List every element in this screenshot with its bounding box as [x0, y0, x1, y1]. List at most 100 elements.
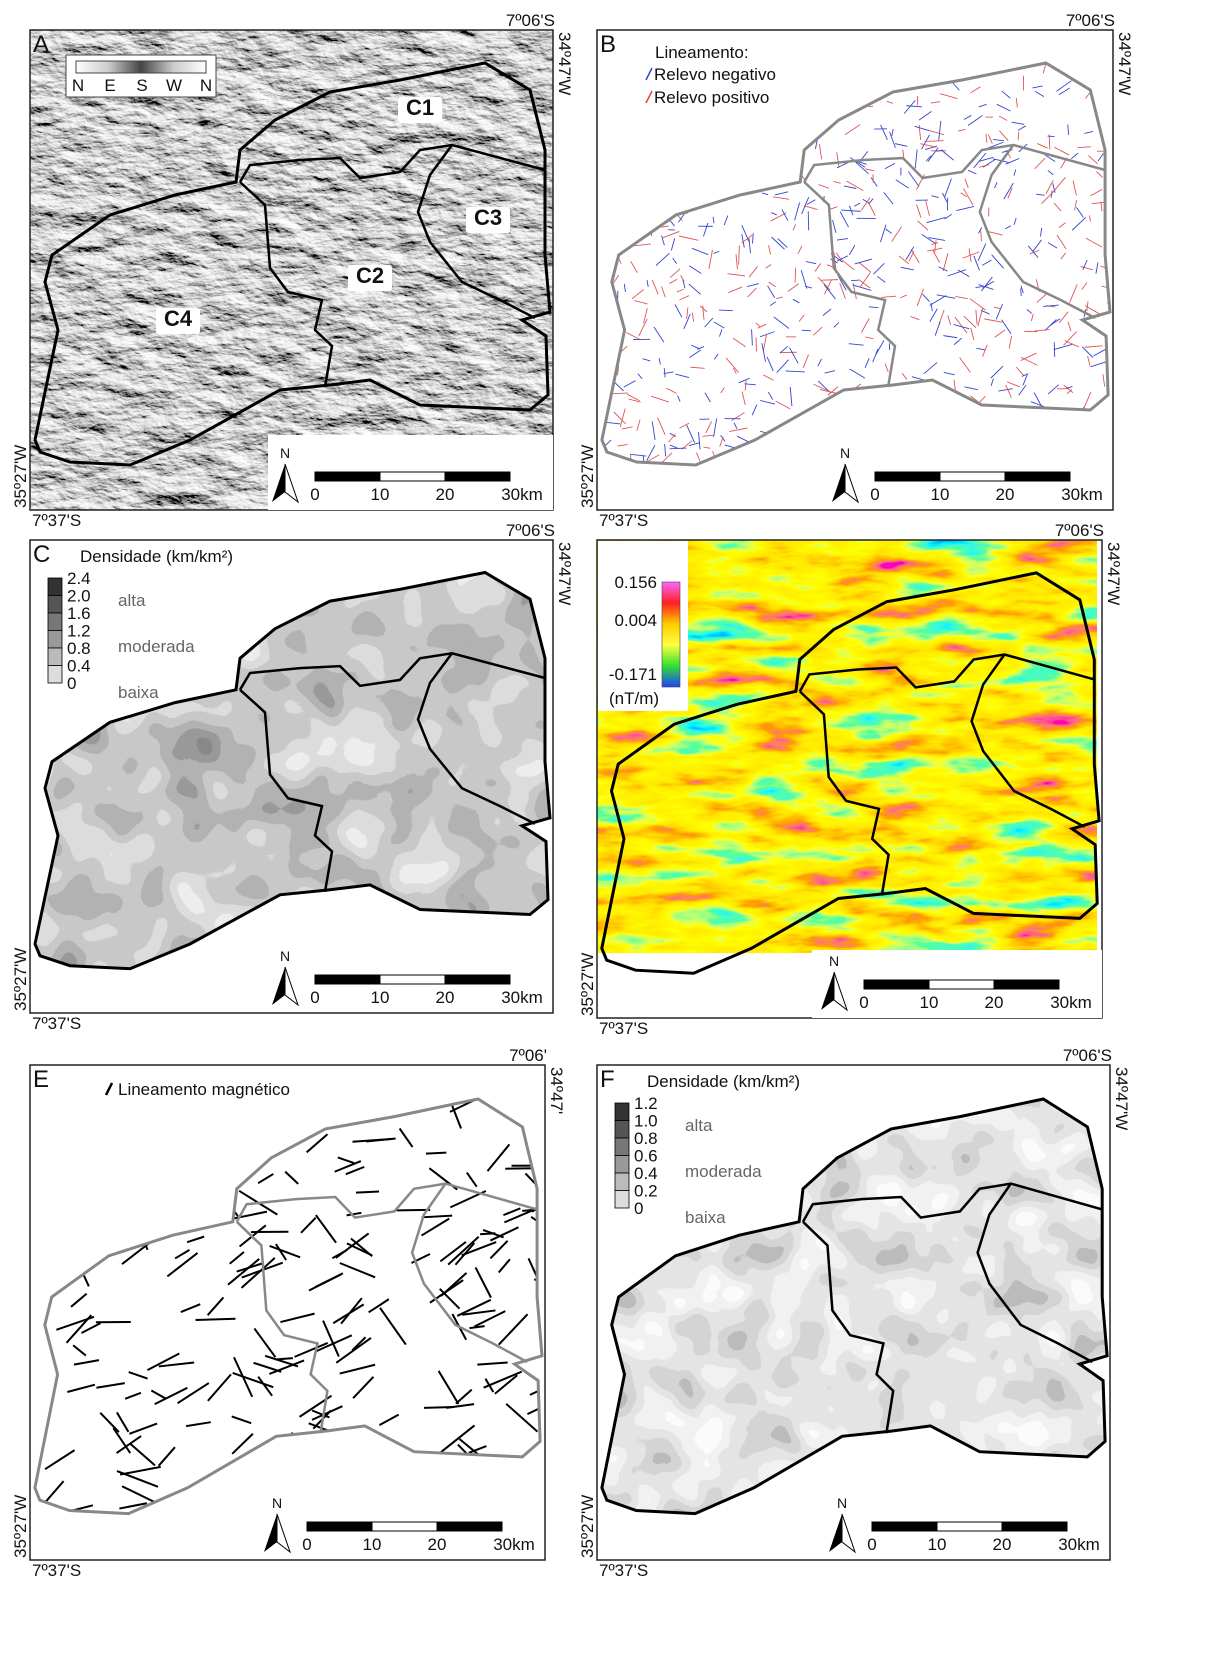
lineament	[734, 120, 742, 129]
scale-segment	[445, 472, 510, 481]
lineament	[167, 1102, 197, 1114]
lineament	[986, 134, 987, 143]
compartment-boundary	[804, 182, 895, 387]
lineament	[991, 378, 993, 385]
scale-label: 30km	[1050, 993, 1092, 1012]
lineament	[774, 317, 789, 329]
lineament	[626, 333, 640, 340]
legend-swatch	[646, 68, 652, 80]
lineament	[757, 31, 764, 37]
lineament	[1111, 232, 1117, 251]
map-panel: B7º06'S34º47'W35º27'W7º37'S0102030kmNLin…	[578, 11, 1134, 530]
compartment-boundary	[980, 145, 1095, 318]
lineament	[998, 54, 1010, 59]
lineament	[404, 1468, 432, 1501]
lineament	[659, 213, 663, 220]
lineament	[819, 144, 821, 159]
lineament	[622, 427, 633, 429]
legend-class: moderada	[118, 637, 195, 656]
lineament	[885, 364, 888, 372]
lineament	[1071, 153, 1078, 159]
legend-tick: 0.2	[634, 1182, 658, 1201]
lineament	[1018, 132, 1019, 140]
lineament	[674, 504, 681, 505]
lineament	[997, 104, 1011, 111]
lineament	[844, 186, 856, 189]
lineament	[793, 299, 799, 302]
lineament	[887, 101, 893, 103]
lineament	[681, 483, 693, 491]
lineament	[1082, 347, 1093, 358]
lineament	[597, 162, 606, 180]
lineament	[334, 1044, 363, 1076]
latitude-top: 7º06'S	[506, 521, 555, 540]
lineament	[825, 371, 835, 373]
lineament	[999, 116, 1007, 121]
lineament	[837, 239, 848, 240]
longitude-right: 34º47'W	[1112, 1067, 1131, 1130]
lineament	[139, 1537, 157, 1558]
lineament	[762, 193, 768, 195]
direction-label: N	[72, 76, 84, 95]
lineament	[719, 488, 723, 496]
lineament	[671, 238, 674, 250]
lineament	[1018, 126, 1026, 131]
north-label: N	[272, 1495, 282, 1511]
lineament	[884, 192, 893, 204]
lineament	[636, 132, 646, 141]
lineament	[233, 1526, 253, 1563]
lineament	[122, 1098, 154, 1108]
lineament	[1035, 91, 1044, 96]
lineament	[703, 223, 707, 236]
scale-segment	[445, 975, 510, 984]
legend-swatch	[615, 1156, 629, 1174]
lineament	[379, 1415, 398, 1426]
panel-label: C	[33, 541, 50, 568]
lineament	[436, 1500, 449, 1510]
lineament	[714, 418, 717, 436]
lineament	[605, 422, 620, 424]
lineament	[760, 140, 772, 144]
lineament	[725, 473, 727, 480]
lineament	[1009, 336, 1012, 349]
lineament	[856, 48, 857, 61]
lineament	[903, 509, 908, 525]
lineament	[618, 144, 621, 161]
lineament	[1087, 301, 1088, 311]
lineament	[622, 78, 631, 79]
lineament	[634, 301, 647, 304]
legend-class: alta	[118, 591, 146, 610]
lineament	[692, 313, 693, 322]
lineament	[662, 207, 680, 210]
lineament	[602, 366, 604, 377]
lineament	[1096, 171, 1102, 177]
latitude-bottom: 7º37'S	[599, 1019, 648, 1038]
lineament	[661, 111, 678, 112]
lineament	[603, 275, 607, 286]
lineament	[899, 426, 908, 443]
scale-label: 10	[928, 1535, 947, 1554]
lineament	[939, 310, 944, 324]
lineament	[192, 1490, 222, 1518]
latitude-top: 7º06'S	[1066, 11, 1115, 30]
lineament	[721, 387, 725, 393]
scale-label: 20	[428, 1535, 447, 1554]
panel-label: F	[600, 1066, 615, 1093]
lineament	[484, 1372, 522, 1388]
lineament	[840, 283, 846, 299]
lineament	[592, 39, 599, 52]
lineament	[410, 1075, 420, 1088]
lineament	[631, 73, 632, 80]
lineament	[714, 354, 718, 359]
lineament	[715, 185, 719, 201]
lineament	[506, 1404, 537, 1432]
lineament	[806, 262, 816, 264]
lineament	[930, 309, 938, 322]
lineament	[928, 67, 934, 80]
lineament	[853, 285, 871, 290]
lineament	[501, 1491, 514, 1516]
lineament	[872, 417, 880, 426]
lineament	[939, 121, 941, 140]
lineament	[713, 217, 714, 223]
lineament	[664, 368, 665, 377]
